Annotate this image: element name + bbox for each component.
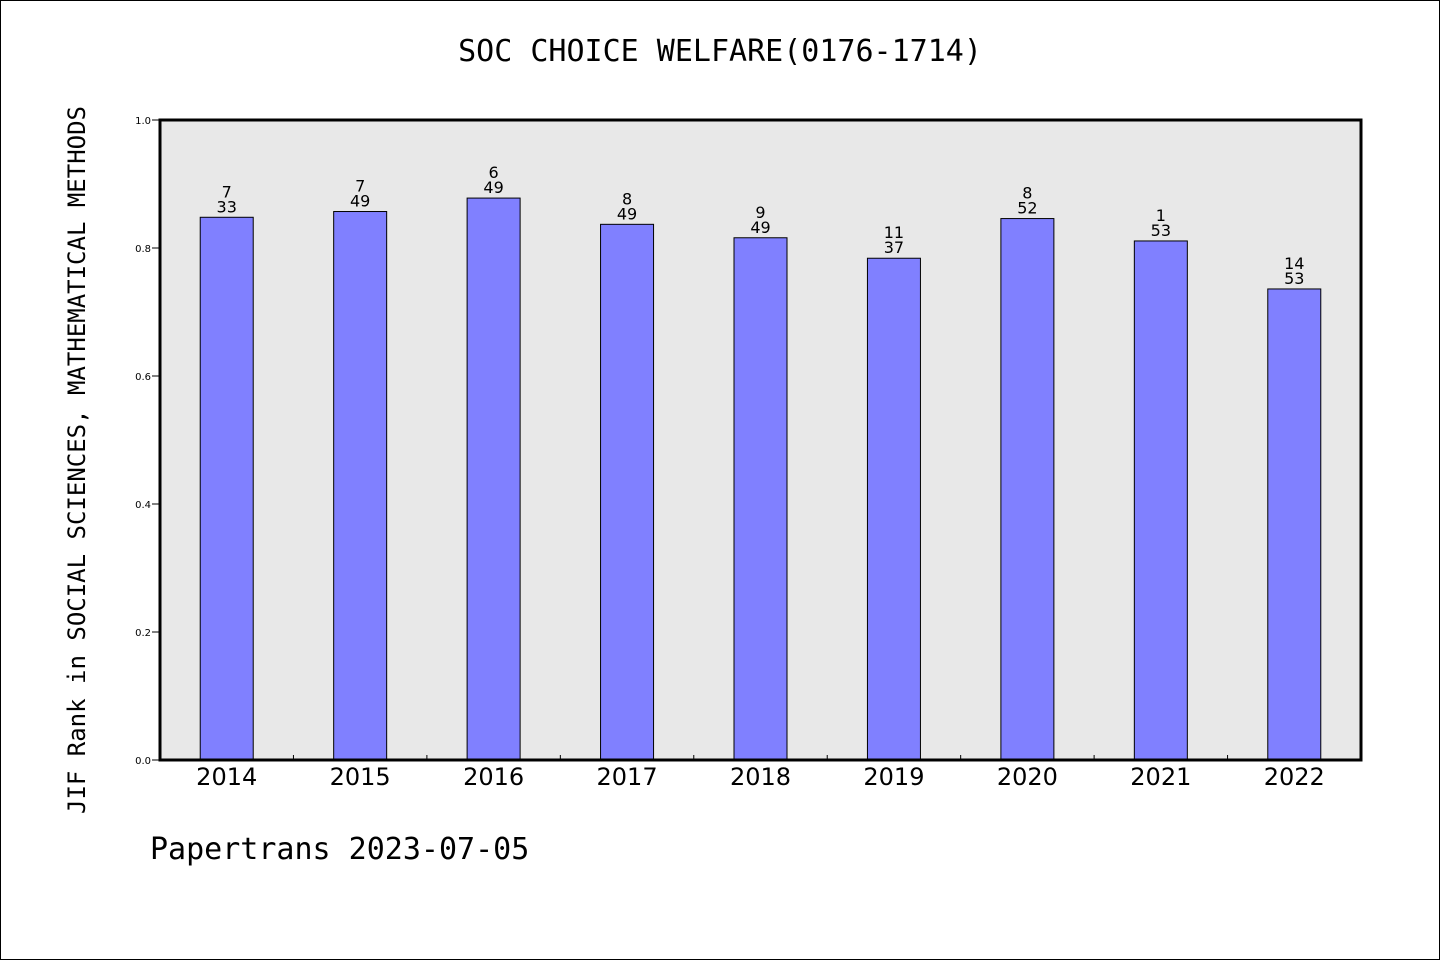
total-label: 37 bbox=[884, 238, 904, 257]
rank-label: 11 bbox=[884, 223, 904, 242]
y-tick-label: 0.2 bbox=[135, 628, 151, 639]
plot-border bbox=[158, 118, 1363, 762]
x-tick-label: 2015 bbox=[330, 763, 391, 791]
rank-label: 6 bbox=[489, 163, 499, 182]
y-tick-label: 0.4 bbox=[135, 500, 151, 511]
chart-title: SOC CHOICE WELFARE(0176-1714) bbox=[458, 34, 982, 69]
bar bbox=[333, 211, 388, 761]
total-label: 49 bbox=[483, 178, 503, 197]
total-label: 49 bbox=[350, 192, 370, 211]
y-tick-label: 0.6 bbox=[135, 372, 151, 383]
bar bbox=[866, 257, 921, 761]
x-tick-label: 2019 bbox=[863, 763, 924, 791]
total-label: 49 bbox=[617, 204, 637, 223]
footer-credit: Papertrans 2023-07-05 bbox=[150, 832, 530, 867]
rank-label: 8 bbox=[622, 189, 632, 208]
rank-label: 7 bbox=[222, 182, 232, 201]
total-label: 53 bbox=[1151, 221, 1171, 240]
bar bbox=[199, 216, 254, 761]
x-tick-label: 2017 bbox=[597, 763, 658, 791]
bar bbox=[1267, 288, 1322, 761]
y-tick-label: 0.8 bbox=[135, 244, 151, 255]
y-axis: 0.0 0.2 0.4 0.6 0.8 1.0 bbox=[135, 116, 160, 767]
x-tick-label: 2016 bbox=[463, 763, 524, 791]
x-tick-label: 2020 bbox=[997, 763, 1058, 791]
y-tick-label: 1.0 bbox=[135, 116, 151, 127]
x-tick-label: 2014 bbox=[196, 763, 257, 791]
total-label: 52 bbox=[1017, 199, 1037, 218]
bar bbox=[600, 223, 655, 761]
bar bbox=[1133, 240, 1188, 761]
rank-label: 14 bbox=[1284, 254, 1304, 273]
rank-label: 9 bbox=[755, 203, 765, 222]
rank-label: 7 bbox=[355, 177, 365, 196]
rank-label: 1 bbox=[1156, 206, 1166, 225]
x-axis: 2014 2015 2016 2017 2018 2019 2020 2021 2022 bbox=[196, 755, 1325, 791]
total-label: 53 bbox=[1284, 269, 1304, 288]
rank-label: 8 bbox=[1022, 184, 1032, 203]
bar bbox=[733, 237, 788, 761]
x-tick-label: 2018 bbox=[730, 763, 791, 791]
bar bbox=[1000, 218, 1055, 761]
x-tick-label: 2022 bbox=[1264, 763, 1325, 791]
x-tick-label: 2021 bbox=[1130, 763, 1191, 791]
bars bbox=[199, 197, 1322, 761]
total-label: 33 bbox=[217, 197, 237, 216]
total-label: 49 bbox=[750, 218, 770, 237]
y-tick-label: 0.0 bbox=[135, 756, 151, 767]
bar bbox=[466, 197, 521, 761]
